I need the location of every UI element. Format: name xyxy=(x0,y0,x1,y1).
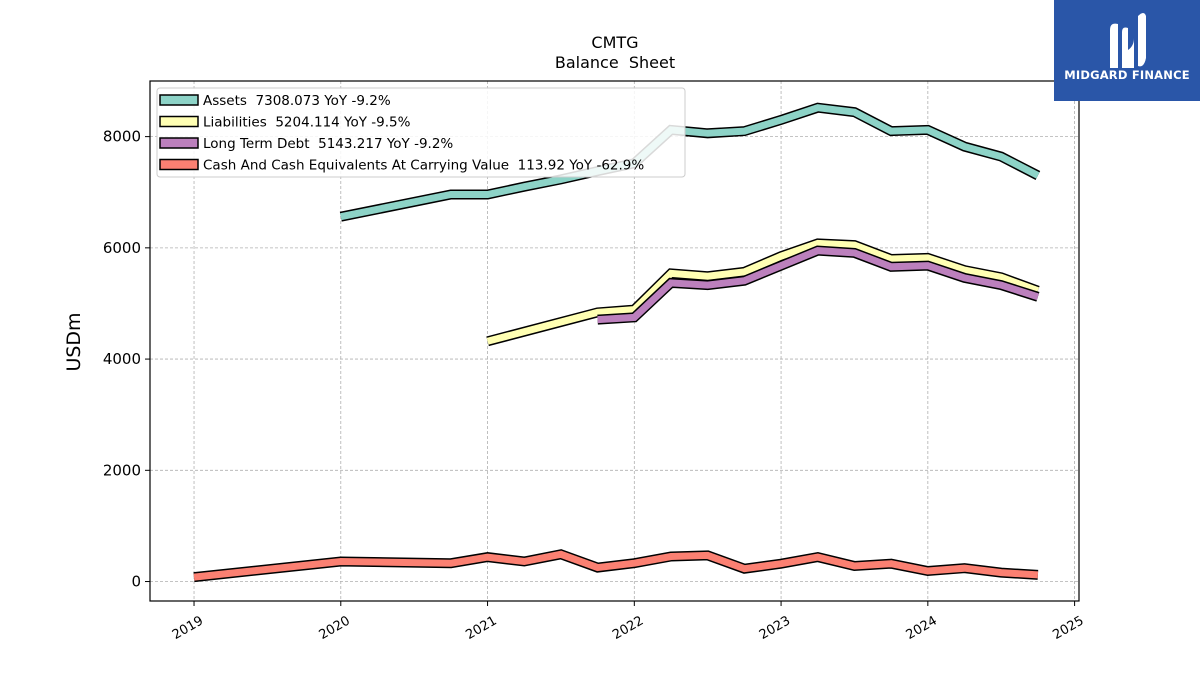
legend-swatch xyxy=(159,137,199,149)
y-tick-label: 8000 xyxy=(103,128,141,146)
logo-text: MIDGARD FINANCE xyxy=(1064,68,1190,82)
liabilities-line-outline xyxy=(486,238,1040,347)
legend: Assets 7308.073 YoY -9.2% Liabilities 520… xyxy=(156,87,686,178)
legend-swatch xyxy=(159,158,199,171)
series-lines xyxy=(193,102,1041,583)
x-tick-label: 2021 xyxy=(463,613,499,643)
legend-entry: Assets 7308.073 YoY -9.2% xyxy=(203,93,391,109)
y-tick-label: 0 xyxy=(131,573,141,591)
y-tick-label: 6000 xyxy=(103,239,141,257)
x-tick-label: 2023 xyxy=(757,613,793,643)
legend-entry: Cash And Cash Equivalents At Carrying Va… xyxy=(203,158,644,174)
midgard-logo-mark-icon xyxy=(1110,13,1146,69)
midgard-finance-logo: MIDGARD FINANCE xyxy=(1054,0,1200,101)
x-tick-label: 2022 xyxy=(610,613,646,643)
x-tick-label: 2019 xyxy=(170,613,206,643)
legend-entry: Liabilities 5204.114 YoY -9.5% xyxy=(203,115,411,131)
plot-area-frame xyxy=(149,80,1080,602)
legend-swatch xyxy=(159,94,199,106)
legend-box xyxy=(156,87,686,178)
chart-title: CMTG xyxy=(591,33,638,52)
liabilities-line xyxy=(486,239,1040,345)
chart-subtitle: Balance Sheet xyxy=(555,53,675,72)
y-tick-label: 2000 xyxy=(103,461,141,479)
long-term-debt-line xyxy=(597,247,1039,324)
legend-swatch xyxy=(159,115,199,128)
cash-and-cash-equivalents-at-carrying-value-line xyxy=(193,550,1039,581)
x-tick-label: 2024 xyxy=(904,613,940,643)
x-tick-label: 2025 xyxy=(1050,613,1086,643)
y-tick-label: 4000 xyxy=(103,350,141,368)
assets-line xyxy=(340,104,1040,221)
legend-entry: Long Term Debt 5143.217 YoY -9.2% xyxy=(203,136,453,152)
x-tick-label: 2020 xyxy=(317,613,353,643)
y-axis-label: USDm xyxy=(63,312,85,371)
